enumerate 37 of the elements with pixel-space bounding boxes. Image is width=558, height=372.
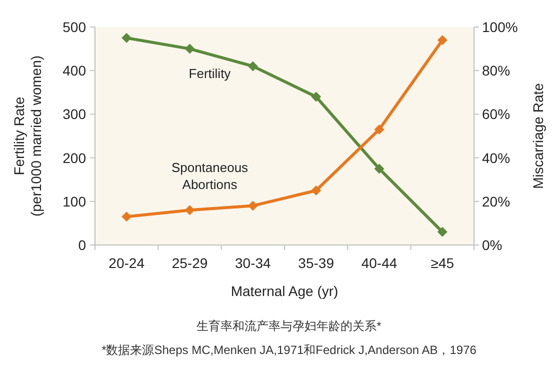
y2-tick-label: 20% — [482, 193, 510, 210]
y-tick-label: 200 — [62, 150, 86, 166]
point — [311, 92, 322, 102]
point — [374, 164, 384, 174]
y-tick-label: 300 — [62, 106, 86, 122]
x-tick-label: 25-29 — [172, 255, 208, 271]
series-label: Fertility — [188, 66, 232, 82]
y2-tick-label: 100% — [482, 19, 518, 35]
point — [248, 200, 258, 211]
y-tick-label: 0 — [78, 237, 86, 253]
x-tick-label: ≥45 — [430, 255, 454, 271]
text: 生育率和流产率与孕妇年龄的关系* — [196, 319, 382, 333]
y2-axis-title: Miscarriage Rate — [530, 82, 546, 189]
x-axis-title: Maternal Age (yr) — [230, 283, 338, 299]
y-tick-label: 500 — [62, 19, 86, 35]
point — [122, 32, 132, 43]
point — [184, 205, 195, 216]
point — [122, 212, 132, 222]
y2-tick-label: 40% — [482, 150, 510, 166]
point — [374, 124, 384, 134]
point — [437, 35, 448, 46]
x-tick-label: 30-34 — [235, 255, 272, 271]
point — [248, 61, 258, 72]
x-tick-label: 35-39 — [298, 255, 334, 271]
point — [311, 186, 322, 196]
y2-tick-label: 0% — [482, 237, 502, 253]
point — [437, 226, 448, 237]
text: *数据来源Sheps MC,Menken JA,1971和Fedrick J,Anderson AB，1976 — [102, 343, 477, 357]
y2-tick-label: 80% — [482, 62, 510, 79]
y2-tick-label: 60% — [482, 106, 510, 122]
point — [184, 44, 195, 54]
series-label: Spontaneous Abortions — [171, 160, 249, 192]
x-tick-label: 40-44 — [361, 255, 398, 271]
y-tick-label: 100 — [62, 193, 86, 210]
x-tick-label: 20-24 — [108, 255, 145, 271]
y-axis-title: Fertility Rate (per1000 married women) — [11, 55, 44, 217]
y-tick-label: 400 — [62, 62, 86, 79]
